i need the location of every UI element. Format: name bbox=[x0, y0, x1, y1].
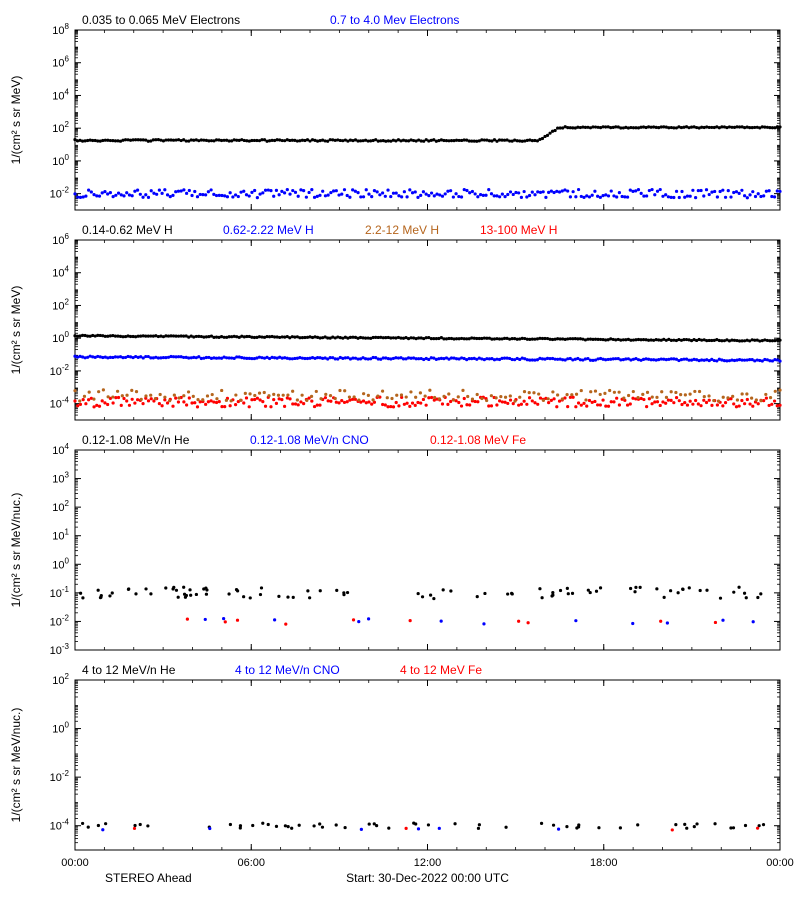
series-h-2 bbox=[73, 355, 781, 363]
y-tick-label: 104 bbox=[52, 442, 69, 457]
series-fe-high bbox=[133, 827, 759, 832]
series-electrons-low bbox=[73, 125, 781, 143]
y-tick-label: 10-2 bbox=[50, 186, 70, 201]
y-tick-label: 106 bbox=[52, 55, 69, 70]
legend-item: 0.62-2.22 MeV H bbox=[223, 223, 314, 237]
y-tick-label: 102 bbox=[52, 499, 69, 514]
panel-frame bbox=[75, 450, 780, 650]
legend-item: 0.14-0.62 MeV H bbox=[82, 223, 173, 237]
legend-item: 2.2-12 MeV H bbox=[365, 223, 439, 237]
y-tick-label: 100 bbox=[52, 721, 69, 736]
y-tick-label: 108 bbox=[52, 22, 69, 37]
legend-item: 0.035 to 0.065 MeV Electrons bbox=[82, 13, 240, 27]
chart-svg: 10-2 100 102 104 106 108 1/(cm² s sr MeV) 0.035… bbox=[0, 0, 800, 900]
y-tick-label: 10-3 bbox=[50, 642, 70, 657]
legend-item: 0.7 to 4.0 Mev Electrons bbox=[330, 13, 459, 27]
footer-left: STEREO Ahead bbox=[105, 871, 192, 885]
stereo-flux-plot: 10-2 100 102 104 106 108 1/(cm² s sr MeV) 0.035… bbox=[0, 0, 800, 900]
panel-frame bbox=[75, 240, 780, 420]
legend-item: 0.12-1.08 MeV/n CNO bbox=[250, 433, 369, 447]
y-tick-label: 102 bbox=[52, 297, 69, 312]
y-tick-label: 104 bbox=[52, 87, 69, 102]
series-he-low bbox=[79, 586, 762, 601]
y-tick-label: 102 bbox=[52, 120, 69, 135]
legend-item: 0.12-1.08 MeV/n He bbox=[82, 433, 190, 447]
y-tick-label: 101 bbox=[52, 528, 69, 543]
y-tick-label: 10-4 bbox=[50, 818, 70, 833]
footer-center: Start: 30-Dec-2022 00:00 UTC bbox=[346, 871, 509, 885]
y-tick-label: 10-2 bbox=[50, 769, 70, 784]
y-tick-label: 100 bbox=[52, 330, 69, 345]
legend-item: 4 to 12 MeV/n CNO bbox=[235, 663, 340, 677]
x-tick-label: 00:00 bbox=[766, 857, 794, 869]
panel-frame bbox=[75, 30, 780, 210]
y-axis-label: 1/(cm² s sr MeV) bbox=[9, 76, 23, 165]
series-h-3 bbox=[73, 388, 781, 402]
legend-item: 4 to 12 MeV/n He bbox=[82, 663, 176, 677]
series-he-high bbox=[81, 822, 765, 830]
legend-item: 0.12-1.08 MeV Fe bbox=[430, 433, 526, 447]
y-tick-label: 10-2 bbox=[50, 613, 70, 628]
series-fe-low bbox=[186, 618, 717, 626]
y-tick-label: 100 bbox=[52, 153, 69, 168]
x-tick-label: 12:00 bbox=[414, 857, 442, 869]
y-tick-label: 10-1 bbox=[50, 585, 70, 600]
legend-item: 13-100 MeV H bbox=[480, 223, 557, 237]
y-tick-label: 100 bbox=[52, 556, 69, 571]
y-tick-label: 104 bbox=[52, 265, 69, 280]
y-tick-label: 106 bbox=[52, 232, 69, 247]
series-h-1 bbox=[73, 334, 781, 343]
y-axis-label: 1/(cm² s sr MeV/nuc.) bbox=[9, 493, 23, 608]
y-axis-label: 1/(cm² s sr MeV) bbox=[9, 286, 23, 375]
legend-item: 4 to 12 MeV Fe bbox=[400, 663, 482, 677]
y-tick-label: 103 bbox=[52, 471, 69, 486]
series-electrons-high bbox=[73, 188, 781, 199]
y-tick-label: 10-4 bbox=[50, 396, 70, 411]
y-tick-label: 102 bbox=[52, 672, 69, 687]
y-tick-label: 10-2 bbox=[50, 363, 70, 378]
x-tick-label: 18:00 bbox=[590, 857, 618, 869]
x-tick-label: 06:00 bbox=[237, 857, 265, 869]
series-cno-high bbox=[101, 827, 560, 832]
y-axis-label: 1/(cm² s sr MeV/nuc.) bbox=[9, 708, 23, 823]
x-tick-label: 00:00 bbox=[61, 857, 89, 869]
